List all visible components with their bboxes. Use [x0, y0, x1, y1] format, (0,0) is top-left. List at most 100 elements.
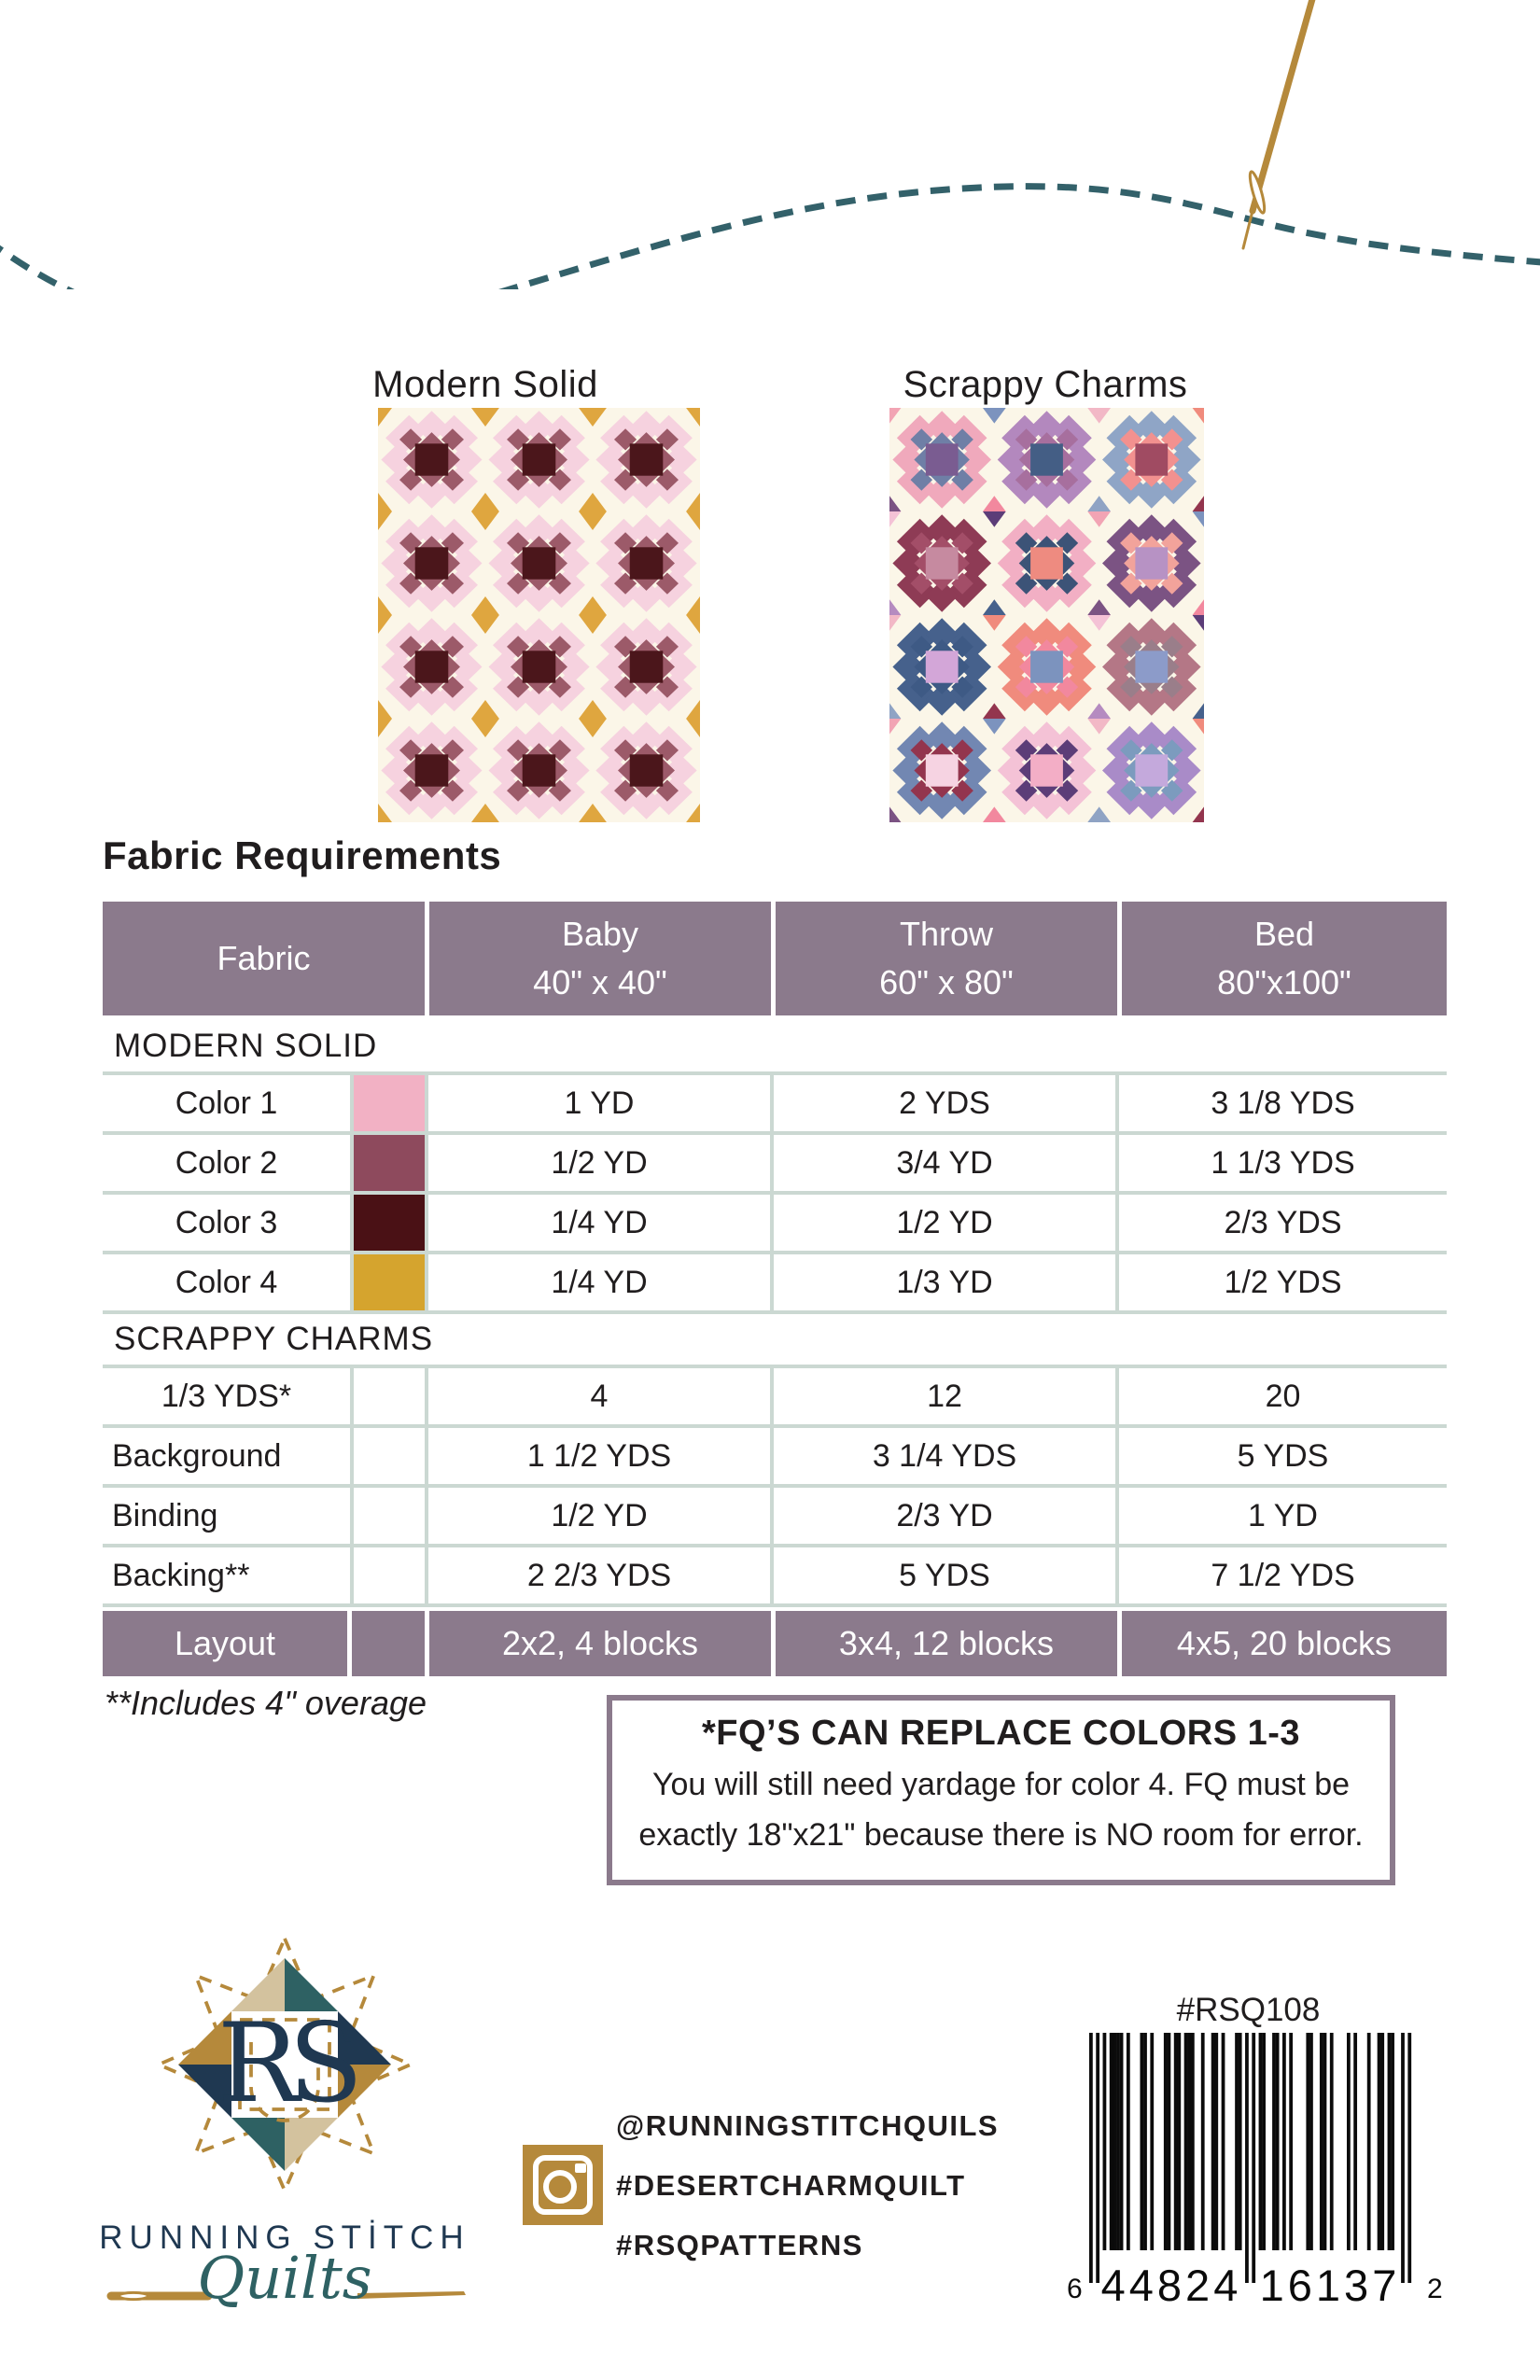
value-cell: 1/3 YD — [770, 1254, 1115, 1310]
value-cell: 1/4 YD — [425, 1254, 770, 1310]
value-cell: 12 — [770, 1368, 1115, 1424]
value-cell: 2 YDS — [770, 1075, 1115, 1131]
table-row: Background 1 1/2 YDS 3 1/4 YDS 5 YDS — [103, 1424, 1447, 1484]
value-cell: 2 2/3 YDS — [425, 1547, 770, 1603]
table-row: Color 2 1/2 YD 3/4 YD 1 1/3 YDS — [103, 1131, 1447, 1191]
value-cell: 1/2 YD — [425, 1135, 770, 1191]
table-row: Color 3 1/4 YD 1/2 YD 2/3 YDS — [103, 1191, 1447, 1251]
value-cell: 3 1/4 YDS — [770, 1428, 1115, 1484]
running-stitch-logo-star: RS — [154, 1934, 415, 2195]
fabric-swatch — [354, 1075, 425, 1131]
fq-note-box: *FQ’S CAN REPLACE COLORS 1-3 You will st… — [607, 1695, 1395, 1885]
fabric-name-cell: Color 2 — [175, 1144, 278, 1181]
upc-barcode: 6 44824 16137 2 — [1067, 2033, 1443, 2305]
fabric-name-cell: Color 4 — [175, 1264, 278, 1300]
layout-baby-cell: 2x2, 4 blocks — [429, 1611, 771, 1676]
fabric-swatch — [354, 1135, 425, 1191]
table-section-header: SCRAPPY CHARMS — [103, 1310, 1447, 1365]
table-row: Binding 1/2 YD 2/3 YD 1 YD — [103, 1484, 1447, 1544]
modern-solid-label: Modern Solid — [372, 364, 598, 405]
value-cell: 1 1/2 YDS — [425, 1428, 770, 1484]
hashtag-rsqpatterns: #RSQPATTERNS — [616, 2229, 863, 2261]
value-cell: 3/4 YD — [770, 1135, 1115, 1191]
fabric-name-cell: Color 1 — [175, 1085, 278, 1121]
instagram-icon — [523, 2145, 603, 2225]
pattern-sku: #RSQ108 — [1176, 1992, 1321, 2028]
quilts-script-text: Quilts — [197, 2244, 372, 2312]
fabric-name-cell: Background — [112, 1437, 282, 1474]
value-cell: 20 — [1115, 1368, 1447, 1424]
value-cell: 1 YD — [425, 1075, 770, 1131]
swatch-cell — [350, 1547, 425, 1603]
instagram-handle: @RUNNINGSTITCHQUILS — [616, 2109, 1000, 2142]
value-cell: 5 YDS — [1115, 1428, 1447, 1484]
layout-label-cell: Layout — [103, 1611, 347, 1676]
fabric-name-cell: Color 3 — [175, 1204, 278, 1240]
fabric-requirements-table: Fabric Baby 40" x 40" Throw 60" x 80" Be… — [103, 902, 1447, 1676]
value-cell: 1/2 YD — [770, 1195, 1115, 1251]
value-cell: 3 1/8 YDS — [1115, 1075, 1447, 1131]
layout-swatch-spacer — [352, 1611, 425, 1676]
value-cell: 1/2 YD — [425, 1488, 770, 1544]
table-header-row: Fabric Baby 40" x 40" Throw 60" x 80" Be… — [103, 902, 1447, 1015]
svg-text:16137: 16137 — [1260, 2261, 1401, 2305]
swatch-cell — [350, 1368, 425, 1424]
table-row: Backing** 2 2/3 YDS 5 YDS 7 1/2 YDS — [103, 1544, 1447, 1603]
swatch-cell — [350, 1254, 425, 1310]
overage-footnote: **Includes 4" overage — [105, 1684, 427, 1722]
header-bed-label: Bed — [1253, 914, 1315, 953]
hashtag-desertcharmquilt: #DESERTCHARMQUILT — [616, 2169, 966, 2202]
value-cell: 1/4 YD — [425, 1195, 770, 1251]
table-section-header: MODERN SOLID — [103, 1021, 1447, 1071]
fabric-swatch — [354, 1254, 425, 1310]
layout-throw-cell: 3x4, 12 blocks — [776, 1611, 1117, 1676]
svg-text:2: 2 — [1427, 2274, 1443, 2304]
header-baby-label: Baby — [561, 914, 639, 953]
script-needle-icon — [106, 2290, 466, 2302]
fabric-name-cell: 1/3 YDS* — [161, 1378, 292, 1414]
header-fabric-cell: Fabric — [103, 902, 425, 1015]
value-cell: 2/3 YDS — [1115, 1195, 1447, 1251]
table-row: 1/3 YDS* 4 12 20 — [103, 1365, 1447, 1424]
header-bed-cell: Bed 80"x100" — [1122, 902, 1447, 1015]
dashed-thread-line — [0, 183, 1540, 289]
value-cell: 1 1/3 YDS — [1115, 1135, 1447, 1191]
header-baby-size: 40" x 40" — [533, 963, 667, 1001]
svg-text:44824: 44824 — [1101, 2261, 1242, 2305]
fabric-swatch — [354, 1195, 425, 1251]
rs-monogram: RS — [217, 1999, 356, 2127]
swatch-cell — [350, 1428, 425, 1484]
running-stitch-wordmark: RUNNING STİTCH — [99, 2219, 470, 2256]
header-bed-size: 80"x100" — [1217, 963, 1351, 1001]
swatch-cell — [350, 1488, 425, 1544]
value-cell: 4 — [425, 1368, 770, 1424]
header-fabric-label: Fabric — [217, 938, 311, 977]
swatch-cell — [350, 1195, 425, 1251]
header-throw-cell: Throw 60" x 80" — [776, 902, 1117, 1015]
header-throw-size: 60" x 80" — [879, 963, 1014, 1001]
swatch-cell — [350, 1075, 425, 1131]
modern-solid-quilt-image — [378, 408, 700, 822]
swatch-cell — [350, 1135, 425, 1191]
thread-curve-art — [0, 0, 1540, 289]
fabric-requirements-title: Fabric Requirements — [103, 833, 502, 877]
fabric-name-cell: Backing** — [112, 1557, 250, 1593]
scrappy-charms-label: Scrappy Charms — [903, 364, 1188, 405]
needle-icon — [1241, 0, 1316, 250]
value-cell: 7 1/2 YDS — [1115, 1547, 1447, 1603]
fq-note-title: *FQ’S CAN REPLACE COLORS 1-3 — [701, 1714, 1301, 1753]
value-cell: 1/2 YDS — [1115, 1254, 1447, 1310]
value-cell: 1 YD — [1115, 1488, 1447, 1544]
header-throw-label: Throw — [899, 914, 994, 953]
value-cell: 5 YDS — [770, 1547, 1115, 1603]
quilts-script-group: Quilts — [98, 2244, 471, 2333]
fq-note-body: You will still need yardage for color 4.… — [638, 1767, 1364, 1854]
scrappy-charms-quilt-image — [889, 408, 1204, 822]
layout-bed-cell: 4x5, 20 blocks — [1122, 1611, 1447, 1676]
table-layout-row: Layout 2x2, 4 blocks 3x4, 12 blocks 4x5,… — [103, 1603, 1447, 1676]
svg-text:6: 6 — [1067, 2274, 1083, 2304]
value-cell: 2/3 YD — [770, 1488, 1115, 1544]
header-baby-cell: Baby 40" x 40" — [429, 902, 771, 1015]
